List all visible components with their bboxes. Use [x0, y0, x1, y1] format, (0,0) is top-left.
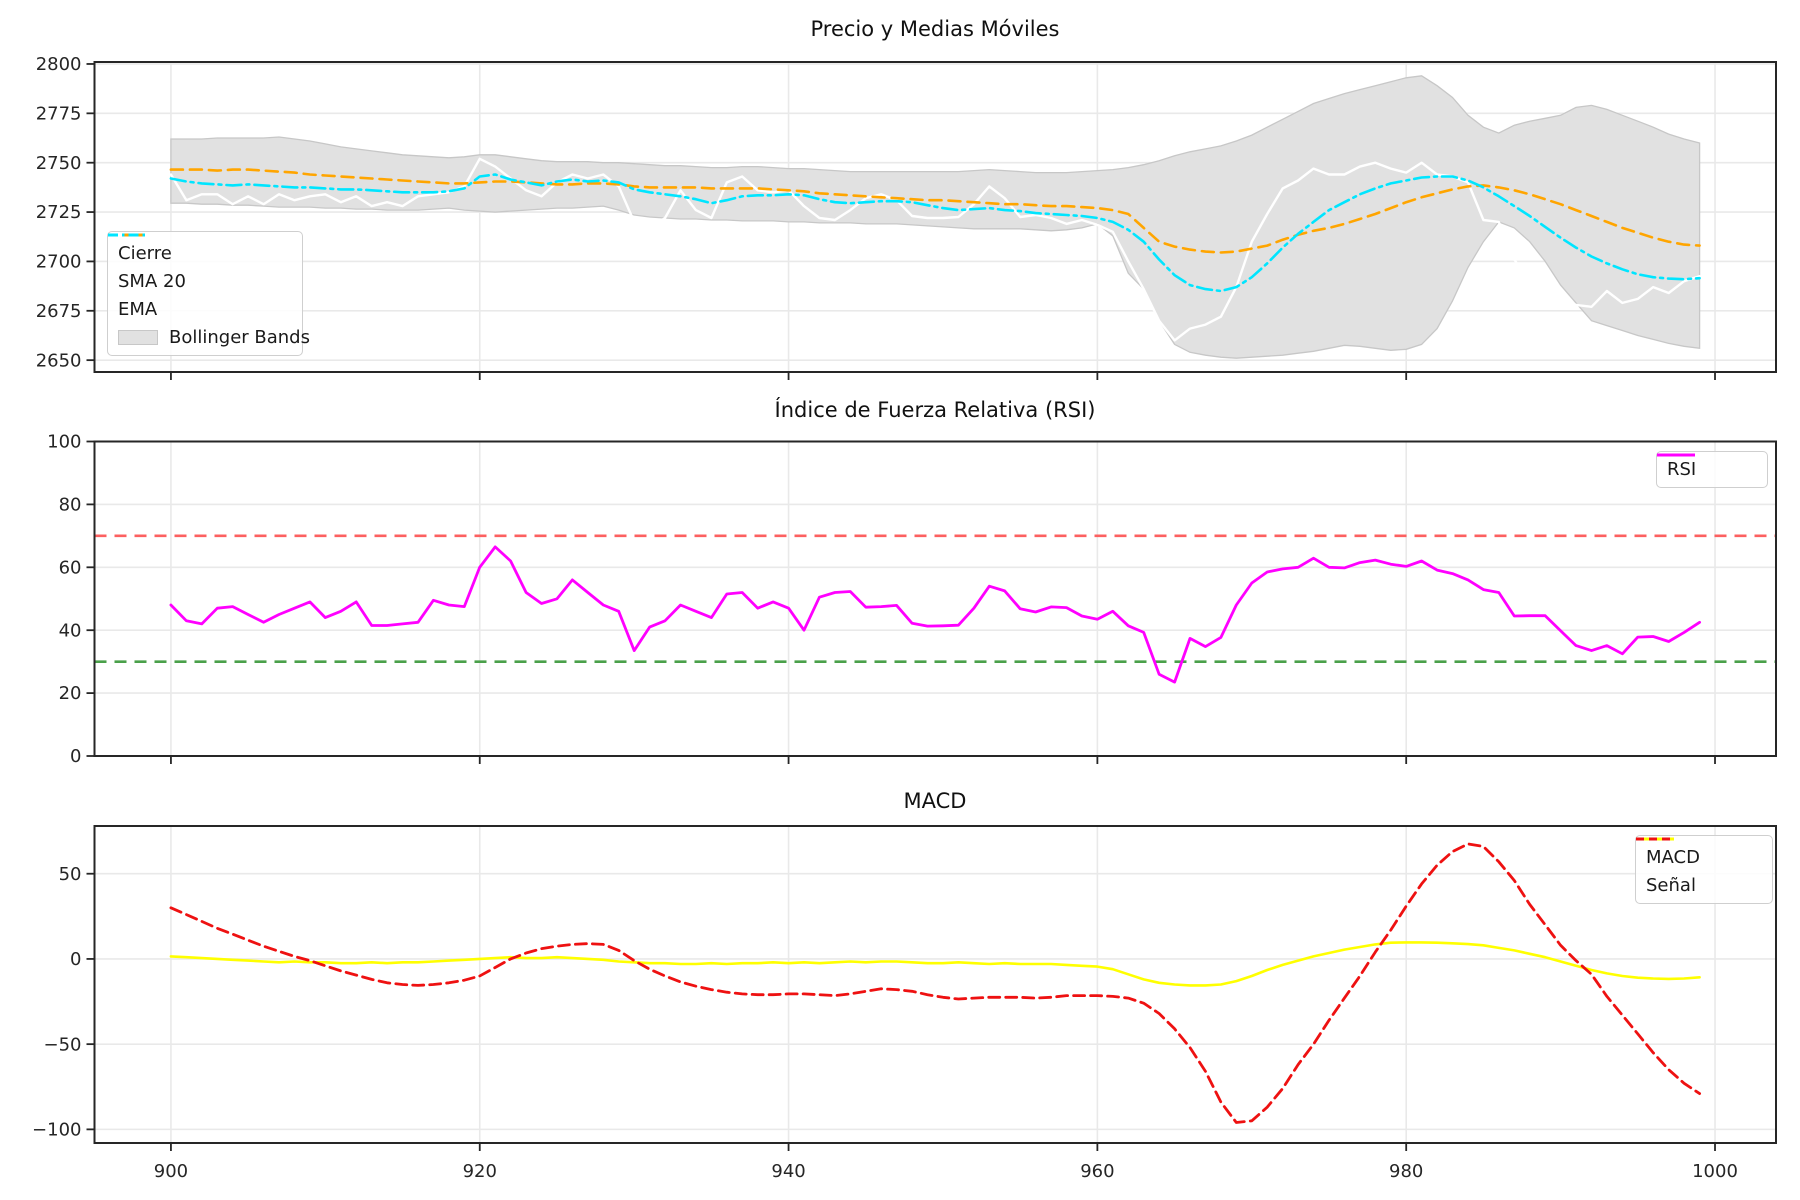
macd-panel-title: MACD — [903, 789, 967, 813]
legend-label: Señal — [1646, 874, 1696, 896]
legend-label: MACD — [1646, 846, 1700, 868]
rsi-line — [169, 545, 1701, 684]
panel-macd: −100 −50 0 50 900 920 940 960 980 1000 — [32, 825, 1777, 1182]
y-tick-label: −50 — [44, 1034, 82, 1055]
legend-item-macd: MACD — [1636, 837, 1762, 871]
axes-spine — [93, 61, 1777, 373]
senal-line-sample — [1636, 837, 1674, 841]
legend-item-bollinger: Bollinger Bands — [118, 323, 310, 351]
y-tick-label: 80 — [59, 495, 82, 516]
rsi-line-sample — [1657, 453, 1695, 457]
legend-item-senal: Señal — [1636, 837, 1762, 899]
x-tick-label: 980 — [1389, 1161, 1423, 1182]
panel-price: 2650 2675 2700 2725 2750 2775 2800 — [36, 54, 1777, 380]
legend-item-ema: EMA — [108, 233, 292, 323]
legend-label: Bollinger Bands — [169, 326, 310, 348]
price-panel-title: Precio y Medias Móviles — [810, 17, 1060, 41]
legend-item-cierre: Cierre — [108, 233, 292, 267]
y-tick-label: 2700 — [36, 252, 82, 273]
y-tick-label: 50 — [59, 864, 82, 885]
axes-spine — [93, 825, 1777, 1144]
señal-line — [169, 842, 1701, 1124]
axes-spine — [93, 440, 1777, 757]
sma-20-line — [169, 168, 1701, 254]
x-tick-label: 1000 — [1692, 1161, 1738, 1182]
y-tick-label: 2800 — [36, 54, 82, 75]
y-tick-label: 2675 — [36, 301, 82, 322]
x-tick-label: 940 — [771, 1161, 805, 1182]
panel-rsi: 0 20 40 60 80 100 — [47, 432, 1777, 767]
y-tick-label: 2725 — [36, 202, 82, 223]
legend-label: Cierre — [118, 242, 172, 264]
y-tick-label: 2650 — [36, 350, 82, 371]
rsi-panel-title: Índice de Fuerza Relativa (RSI) — [774, 398, 1096, 422]
ema-line — [169, 173, 1701, 293]
y-tick-label: 100 — [47, 432, 81, 453]
y-tick-label: 2775 — [36, 103, 82, 124]
y-tick-label: 60 — [59, 557, 82, 578]
y-tick-label: −100 — [32, 1119, 81, 1140]
y-tick-label: 0 — [70, 949, 81, 970]
legend-label: SMA 20 — [118, 270, 186, 292]
legend-label: EMA — [118, 298, 158, 320]
legend-item-rsi: RSI — [1657, 453, 1757, 482]
legend-label: RSI — [1667, 459, 1697, 480]
rsi-legend: RSI — [1656, 451, 1768, 488]
price-legend: Cierre SMA 20 EMA Bollinger Bands — [107, 231, 310, 356]
x-tick-label: 920 — [463, 1161, 497, 1182]
bollinger-band-sample — [118, 329, 158, 345]
macd-legend: MACD Señal — [1635, 835, 1773, 904]
y-tick-label: 2750 — [36, 153, 82, 174]
y-tick-label: 20 — [59, 683, 82, 704]
y-tick-label: 40 — [59, 620, 82, 641]
macd-line — [169, 941, 1701, 987]
x-tick-label: 960 — [1080, 1161, 1114, 1182]
ema-line-sample — [108, 233, 146, 237]
y-tick-label: 0 — [70, 746, 81, 767]
legend-item-sma20: SMA 20 — [108, 233, 292, 295]
x-tick-label: 900 — [154, 1161, 188, 1182]
